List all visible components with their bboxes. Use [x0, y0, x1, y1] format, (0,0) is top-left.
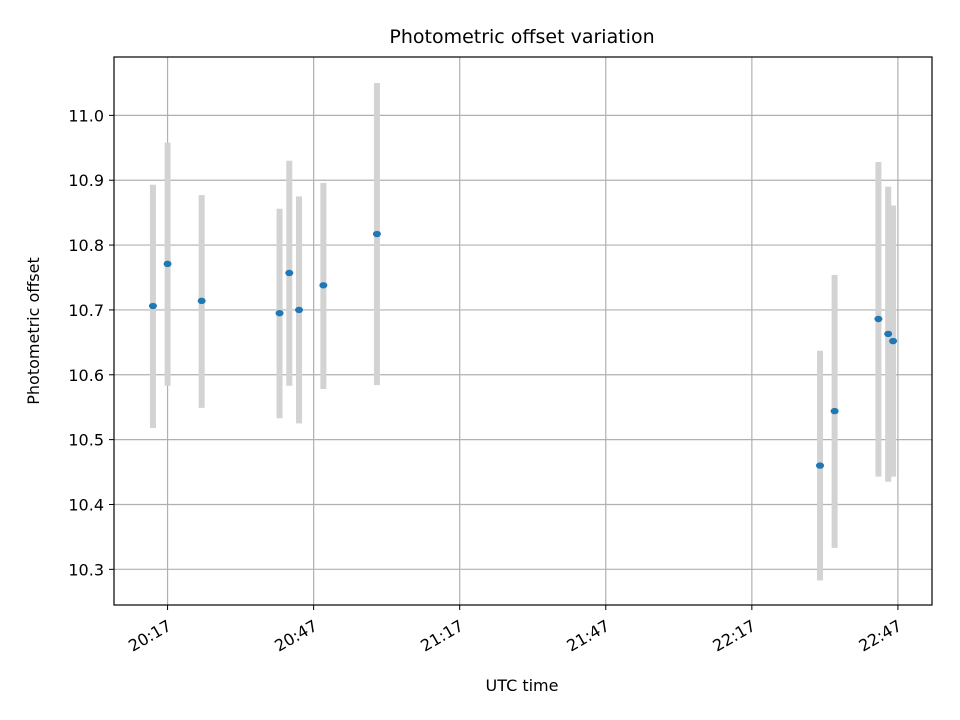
data-point — [830, 407, 839, 415]
y-tick-label: 10.6 — [68, 366, 104, 385]
data-point — [319, 282, 328, 289]
y-axis-label: Photometric offset — [24, 257, 43, 405]
y-tick-label: 10.4 — [68, 495, 104, 514]
data-point — [275, 309, 284, 317]
data-point — [372, 230, 381, 238]
chart-title: Photometric offset variation — [389, 26, 654, 48]
y-tick-label: 10.5 — [68, 431, 104, 450]
y-tick-label: 10.7 — [68, 301, 104, 320]
data-point — [148, 302, 157, 310]
y-tick-label: 10.3 — [68, 560, 104, 579]
data-points — [148, 230, 898, 469]
plot-frame — [113, 56, 933, 606]
y-tick-label: 10.9 — [68, 171, 104, 190]
grid-lines — [114, 57, 932, 605]
data-point — [295, 306, 304, 314]
data-point — [197, 297, 206, 305]
data-point — [874, 315, 883, 323]
data-point — [285, 269, 294, 277]
data-point — [163, 260, 172, 268]
y-tick-label: 11.0 — [68, 106, 104, 125]
x-axis-label: UTC time — [486, 676, 559, 695]
data-point — [816, 462, 825, 469]
y-tick-label: 10.8 — [68, 236, 104, 255]
data-point — [889, 337, 898, 345]
y-axis-ticks: 10.3 10.4 10.5 10.6 10.7 10.8 10.9 11.0 — [68, 106, 114, 579]
data-point — [884, 330, 893, 338]
